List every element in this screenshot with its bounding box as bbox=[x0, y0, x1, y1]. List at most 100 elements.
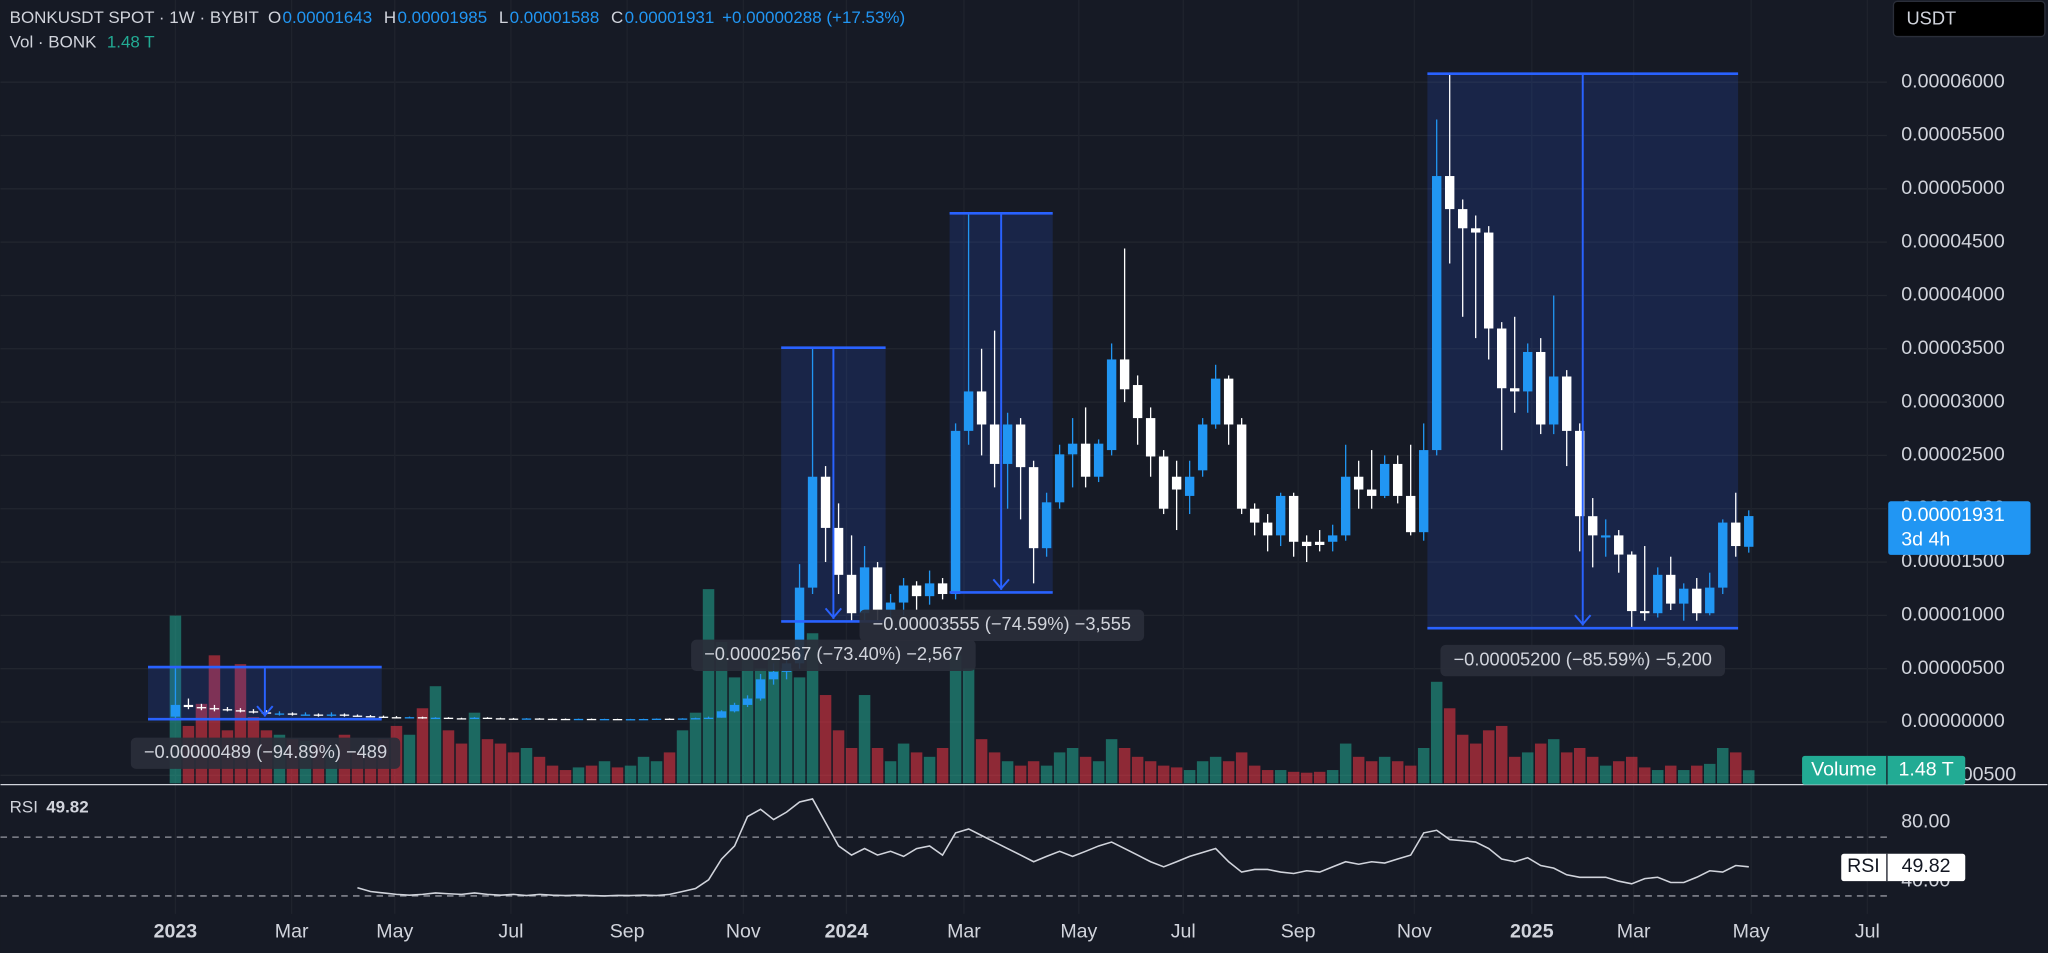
volume-bar bbox=[871, 747, 884, 784]
volume-bar bbox=[1521, 752, 1534, 784]
rsi-tick-label: 80.00 bbox=[1901, 811, 1950, 833]
volume-bar bbox=[793, 677, 806, 784]
candle-body bbox=[365, 716, 376, 718]
volume-bar bbox=[910, 752, 923, 784]
candle-body bbox=[404, 717, 415, 719]
volume-bar bbox=[468, 712, 481, 784]
candle-body bbox=[1288, 495, 1299, 542]
ohlc-key: C bbox=[611, 8, 623, 27]
volume-bar bbox=[1144, 761, 1157, 784]
volume-bar bbox=[403, 734, 416, 784]
candle-body bbox=[443, 717, 454, 720]
volume-bar bbox=[1014, 765, 1027, 784]
candle-body bbox=[235, 710, 246, 712]
candle-body bbox=[976, 391, 987, 425]
volume-bar bbox=[1690, 765, 1703, 784]
volume-bar bbox=[546, 765, 559, 784]
candle-body bbox=[1588, 516, 1598, 536]
volume-bar bbox=[624, 765, 637, 784]
y-tick-label: 0.00000000 bbox=[1901, 710, 2005, 732]
volume-bar bbox=[1157, 765, 1170, 784]
candle-body bbox=[1015, 424, 1026, 468]
volume-bar bbox=[1261, 770, 1274, 784]
candle-body bbox=[1575, 430, 1585, 517]
candle-body bbox=[1718, 522, 1728, 588]
volume-bar bbox=[1313, 771, 1326, 784]
volume-bar bbox=[1066, 747, 1079, 784]
volume-badge-label: Volume bbox=[1811, 758, 1876, 780]
candle-body bbox=[1002, 424, 1013, 464]
candle-body bbox=[248, 711, 259, 713]
candle-body bbox=[833, 527, 844, 575]
volume-bar bbox=[1326, 770, 1339, 784]
volume-bar bbox=[1378, 756, 1391, 784]
candle-body bbox=[703, 717, 714, 720]
x-tick-label: Jul bbox=[1171, 920, 1196, 942]
volume-bar bbox=[1183, 770, 1196, 784]
measure-label: −0.00000489 (−94.89%) −489 bbox=[144, 741, 387, 762]
x-tick-label: May bbox=[1733, 920, 1770, 942]
ohlc-value: 0.00001985 bbox=[398, 8, 488, 27]
x-tick-label: Nov bbox=[1397, 920, 1432, 942]
candle-body bbox=[898, 585, 909, 603]
volume-bar bbox=[754, 668, 767, 784]
y-tick-label: 0.00001500 bbox=[1901, 550, 2005, 572]
candle-body bbox=[287, 713, 298, 715]
candle-body bbox=[1666, 574, 1676, 604]
candle-body bbox=[1210, 378, 1221, 425]
volume-bar bbox=[1079, 756, 1092, 784]
candle-body bbox=[1744, 516, 1754, 547]
volume-bar bbox=[663, 752, 676, 784]
candle-body bbox=[807, 476, 818, 588]
measure-label-bg bbox=[1440, 644, 1726, 677]
candle-body bbox=[1301, 541, 1312, 547]
candle-body bbox=[1457, 209, 1468, 229]
volume-bar bbox=[988, 752, 1001, 784]
candle-body bbox=[1340, 476, 1351, 536]
candle-body bbox=[1366, 489, 1377, 496]
candle-body bbox=[326, 714, 337, 716]
candle-body bbox=[716, 711, 727, 718]
volume-bar bbox=[1365, 761, 1378, 784]
volume-bar bbox=[1664, 765, 1677, 784]
candle-body bbox=[1601, 535, 1611, 538]
x-tick-label: Jul bbox=[1855, 920, 1880, 942]
candle-body bbox=[1418, 450, 1429, 533]
volume-bar bbox=[1625, 756, 1638, 784]
volume-bar bbox=[585, 765, 598, 784]
volume-bar bbox=[1027, 761, 1040, 784]
candle-body bbox=[313, 714, 324, 716]
candle-body bbox=[430, 717, 441, 720]
volume-bar bbox=[819, 695, 832, 784]
x-tick-label: 2023 bbox=[154, 920, 198, 942]
candle-body bbox=[1236, 424, 1247, 509]
volume-bar bbox=[1105, 739, 1118, 784]
candle-body bbox=[339, 714, 350, 716]
volume-bar bbox=[429, 686, 442, 784]
volume-bar bbox=[1170, 767, 1183, 784]
y-tick-label: 0.00005000 bbox=[1901, 177, 2005, 199]
measure-arrowhead bbox=[824, 607, 842, 620]
volume-title: Vol · BONK bbox=[10, 33, 97, 52]
measure-label: −0.00002567 (−73.40%) −2,567 bbox=[704, 643, 962, 664]
x-tick-label: May bbox=[376, 920, 413, 942]
volume-bar bbox=[1651, 770, 1664, 784]
volume-bar bbox=[780, 668, 793, 784]
x-tick-label: Sep bbox=[1281, 920, 1316, 942]
candle-body bbox=[1679, 588, 1689, 604]
volume-bar bbox=[858, 695, 871, 784]
volume-bar bbox=[1560, 752, 1573, 784]
volume-bar bbox=[455, 743, 468, 784]
ohlc-value: 0.00001588 bbox=[510, 8, 600, 27]
candle-body bbox=[768, 671, 779, 680]
candle-body bbox=[547, 718, 558, 721]
candle-body bbox=[1536, 351, 1546, 425]
candle-body bbox=[885, 602, 896, 611]
candle-body bbox=[1080, 443, 1091, 477]
candle-body bbox=[456, 718, 467, 720]
volume-bar bbox=[1274, 770, 1287, 784]
volume-bar bbox=[1118, 747, 1131, 784]
volume-bar bbox=[1743, 770, 1755, 784]
